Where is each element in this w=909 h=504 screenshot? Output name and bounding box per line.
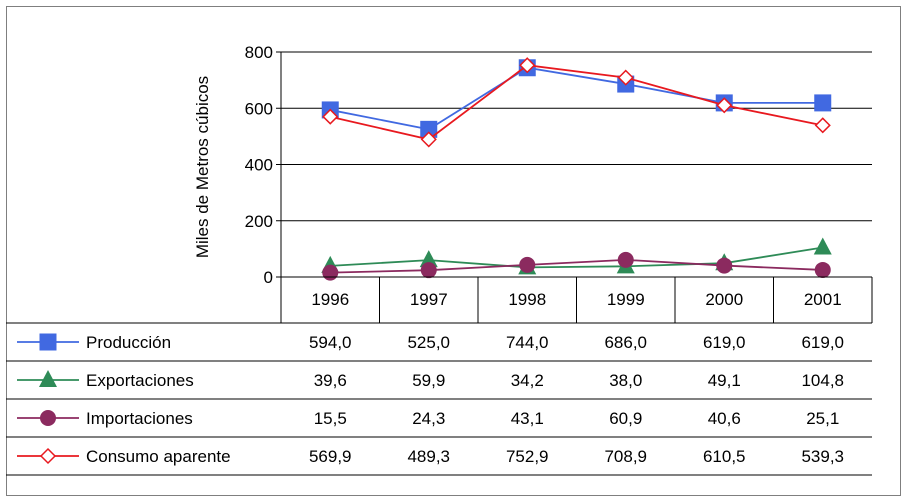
y-tick-label: 800 <box>245 43 273 62</box>
data-point <box>814 117 831 134</box>
y-axis-label: Miles de Metros cúbicos <box>193 76 212 258</box>
table-cell: 489,3 <box>407 447 450 466</box>
y-tick-label: 200 <box>245 212 273 231</box>
data-point <box>814 261 831 278</box>
series-consumo-aparente <box>322 57 831 148</box>
table-cell: 686,0 <box>604 333 647 352</box>
legend-label: Exportaciones <box>86 371 194 390</box>
data-table: Producción 594,0 525,0 744,0 686,0 619,0 619,0… <box>6 276 873 476</box>
data-point <box>716 97 733 114</box>
table-cell: 25,1 <box>806 409 839 428</box>
series-line <box>330 64 823 141</box>
data-point <box>519 256 536 273</box>
series-line <box>330 246 823 269</box>
legend-key <box>17 333 79 351</box>
data-point <box>420 262 437 279</box>
table-cell: 34,2 <box>511 371 544 390</box>
table-cell: 744,0 <box>506 333 549 352</box>
data-point <box>419 250 438 268</box>
data-point <box>519 57 536 74</box>
series-line <box>330 66 823 131</box>
table-cell: 49,1 <box>708 371 741 390</box>
x-tick-label: 2001 <box>804 290 842 309</box>
data-point <box>716 257 733 274</box>
table-cell: 569,9 <box>309 447 352 466</box>
table-cell: 39,6 <box>314 371 347 390</box>
table-cell: 59,9 <box>412 371 445 390</box>
table-cell: 594,0 <box>309 333 352 352</box>
data-point <box>617 251 634 268</box>
data-point <box>617 69 634 86</box>
table-cell: 104,8 <box>801 371 844 390</box>
legend-key <box>17 447 79 465</box>
y-axis-ticks: 0 200 400 600 800 <box>245 43 281 287</box>
table-cell: 24,3 <box>412 409 445 428</box>
legend-label: Consumo aparente <box>86 447 231 466</box>
data-point <box>39 370 57 387</box>
legend-label: Producción <box>86 333 171 352</box>
data-point <box>814 94 832 112</box>
data-point <box>420 131 437 148</box>
table-cell: 60,9 <box>609 409 642 428</box>
plot-area <box>321 57 832 281</box>
series-importaciones <box>322 251 831 281</box>
data-point <box>813 237 832 255</box>
table-cell: 752,9 <box>506 447 549 466</box>
table-cell: 38,0 <box>609 371 642 390</box>
data-point <box>39 447 57 465</box>
data-point <box>322 264 339 281</box>
table-cell: 539,3 <box>801 447 844 466</box>
gridlines <box>280 51 872 278</box>
table-cell: 15,5 <box>314 409 347 428</box>
y-tick-label: 400 <box>245 156 273 175</box>
x-tick-label: 1998 <box>508 290 546 309</box>
data-point <box>322 108 339 125</box>
x-axis-ticks: 1996 1997 1998 1999 2000 2001 <box>311 290 841 309</box>
table-cell: 43,1 <box>511 409 544 428</box>
table-cell: 619,0 <box>801 333 844 352</box>
table-cell: 525,0 <box>407 333 450 352</box>
legend-key <box>17 370 79 387</box>
data-point <box>40 410 56 426</box>
x-tick-label: 1999 <box>607 290 645 309</box>
chart-frame <box>6 6 901 496</box>
x-tick-label: 1997 <box>410 290 448 309</box>
y-tick-label: 600 <box>245 99 273 118</box>
x-tick-label: 2000 <box>705 290 743 309</box>
data-point <box>39 333 57 351</box>
table-cell: 619,0 <box>703 333 746 352</box>
table-cell: 708,9 <box>604 447 647 466</box>
legend-key <box>17 410 79 426</box>
x-tick-label: 1996 <box>311 290 349 309</box>
series-exportaciones <box>321 237 832 275</box>
y-tick-label: 0 <box>264 268 273 287</box>
table-cell: 40,6 <box>708 409 741 428</box>
legend-label: Importaciones <box>86 409 193 428</box>
table-cell: 610,5 <box>703 447 746 466</box>
series-line <box>330 258 823 274</box>
